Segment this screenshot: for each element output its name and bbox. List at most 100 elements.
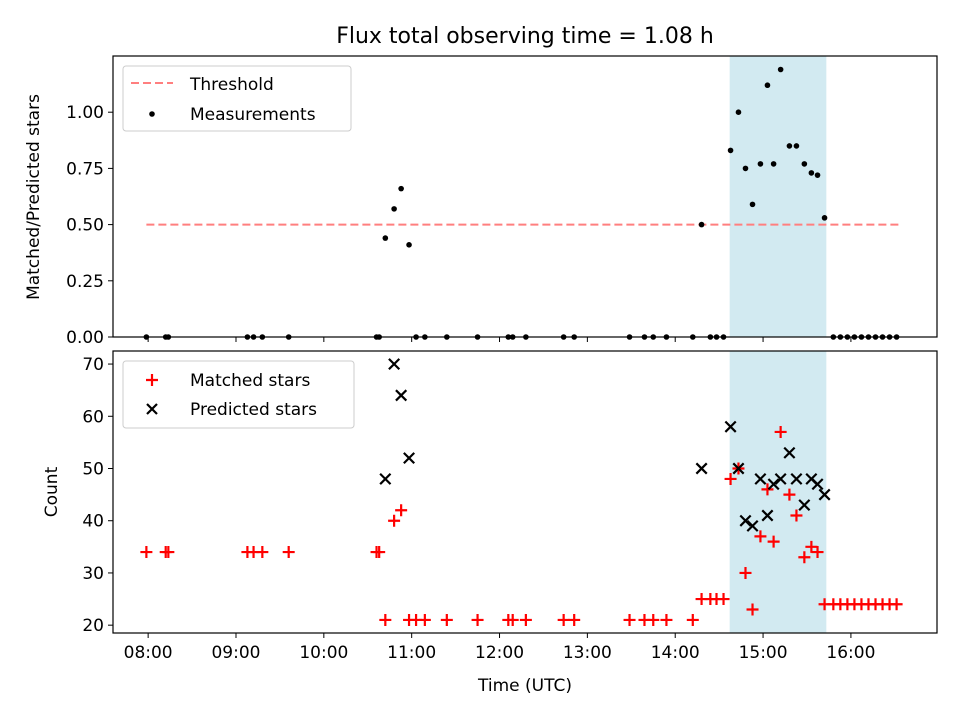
matched-star-point	[761, 483, 774, 496]
matched-star-point	[746, 603, 759, 616]
top-y-axis-label: Matched/Predicted stars	[24, 94, 44, 300]
bottom-axes-frame	[112, 350, 938, 634]
matched-star-point	[519, 613, 532, 626]
predicted-star-point	[798, 499, 811, 512]
measurement-point	[770, 161, 777, 167]
matched-star-point	[767, 535, 780, 548]
measurement-point	[749, 201, 756, 208]
top-legend-box	[122, 65, 352, 132]
bottom-y-tick-label: 70	[82, 355, 104, 375]
bottom-x-tick-label: 13:00	[563, 643, 612, 663]
predicted-star-point	[818, 488, 831, 501]
matched-star-point	[395, 504, 408, 517]
top-panel: 0.00 0.25 0.50 0.75 1.00 Matched/Predicted s…	[24, 55, 938, 348]
bottom-y-axis: 20 30 40 50 60 70	[82, 355, 113, 636]
measurement-point	[382, 235, 389, 241]
legend-matched-swatch	[146, 374, 158, 386]
matched-star-point	[379, 613, 392, 626]
predicted-star-point	[774, 472, 787, 485]
matched-star-point	[805, 540, 818, 553]
bottom-x-axis: 08:00 09:00 10:00 11:00 12:00 13:00 14:00 15:00…	[124, 633, 875, 663]
matched-star-point	[783, 488, 796, 501]
legend-measurements-label: Measurements	[190, 105, 316, 125]
predicted-star-point	[746, 519, 759, 532]
measurement-point	[801, 161, 808, 167]
matched-star-point	[774, 425, 787, 438]
matched-star-point	[471, 613, 484, 626]
predicted-star-point	[695, 462, 708, 475]
bottom-y-tick-label: 60	[82, 407, 104, 427]
measurement-point	[391, 206, 397, 212]
predicted-star-point	[783, 446, 796, 459]
matched-star-point	[568, 613, 581, 626]
matched-star-point	[717, 593, 730, 606]
predicted-star-point	[379, 472, 392, 485]
measurement-point	[757, 161, 764, 167]
measurement-point	[735, 109, 742, 115]
top-highlight-span	[729, 56, 827, 337]
measurement-point	[793, 143, 800, 149]
measurement-point	[777, 66, 784, 73]
predicted-star-point	[724, 420, 737, 433]
measurement-point	[698, 221, 705, 228]
matched-star-point	[798, 551, 811, 564]
measurement-point	[406, 242, 412, 248]
top-axes-frame	[112, 55, 938, 338]
predicted-star-point	[388, 358, 401, 371]
measurement-point	[727, 147, 734, 154]
matched-star-point	[811, 546, 824, 559]
x-axis-label: Time (UTC)	[477, 676, 572, 696]
top-y-tick-label: 0.00	[66, 328, 104, 348]
measurement-point	[764, 82, 771, 89]
legend-measurements-swatch	[149, 111, 155, 117]
bottom-highlight-span	[729, 351, 827, 633]
predicted-star-point	[761, 509, 774, 522]
bottom-legend-box	[122, 360, 355, 429]
matched-star-point	[686, 613, 699, 626]
legend-predicted-swatch	[146, 403, 158, 415]
matched-star-point	[647, 613, 660, 626]
bottom-legend: Matched stars Predicted stars	[122, 360, 355, 429]
matched-star-point	[418, 613, 431, 626]
matched-star-point	[557, 613, 570, 626]
matched-star-point	[388, 514, 401, 527]
top-y-tick-label: 0.50	[66, 216, 104, 236]
matched-star-point	[739, 566, 752, 579]
predicted-star-point	[811, 478, 824, 491]
measurement-point	[821, 215, 828, 221]
matched-star-point	[440, 613, 453, 626]
measurement-point	[398, 185, 404, 192]
measurement-point	[786, 143, 793, 149]
bottom-x-tick-label: 09:00	[211, 643, 260, 663]
predicted-star-point	[403, 452, 416, 465]
top-y-axis: 0.00 0.25 0.50 0.75 1.00	[66, 103, 113, 348]
bottom-x-tick-label: 12:00	[475, 643, 524, 663]
matched-star-point	[790, 509, 803, 522]
bottom-panel: 20 30 40 50 60 70 08:00 09:00 10:00 11:00 12:00 13…	[42, 350, 938, 696]
bottom-x-tick-label: 14:00	[651, 643, 700, 663]
legend-threshold-label: Threshold	[189, 75, 274, 95]
top-x-ticks	[147, 337, 852, 342]
chart-title: Flux total observing time = 1.08 h	[336, 24, 714, 49]
matched-star-point	[506, 613, 519, 626]
bottom-x-tick-label: 16:00	[826, 643, 875, 663]
bottom-x-tick-label: 08:00	[124, 643, 173, 663]
predicted-star-point	[754, 472, 767, 485]
predicted-star-point	[739, 514, 752, 527]
measurement-point	[814, 172, 821, 178]
matched-star-point	[373, 546, 386, 559]
top-y-tick-label: 1.00	[66, 103, 104, 123]
matched-star-point	[256, 546, 269, 559]
top-legend: Threshold Measurements	[122, 65, 352, 132]
predicted-star-point	[790, 472, 803, 485]
matched-star-point	[162, 546, 175, 559]
matched-star-point	[754, 530, 767, 543]
matched-star-point	[724, 472, 737, 485]
measurement-point	[742, 165, 749, 172]
legend-matched-label: Matched stars	[190, 371, 310, 391]
predicted-star-point	[767, 478, 780, 491]
matched-star-point	[140, 546, 153, 559]
measurement-point	[808, 170, 815, 176]
bottom-x-tick-label: 11:00	[387, 643, 436, 663]
